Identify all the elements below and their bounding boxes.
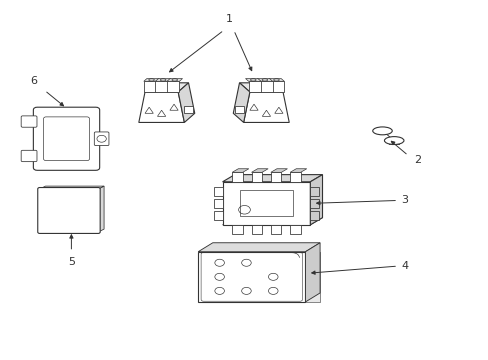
Polygon shape	[198, 243, 320, 252]
Polygon shape	[270, 172, 281, 182]
Polygon shape	[268, 78, 284, 81]
FancyBboxPatch shape	[21, 150, 37, 162]
Polygon shape	[310, 211, 319, 220]
Polygon shape	[232, 225, 242, 234]
Polygon shape	[155, 81, 167, 92]
Polygon shape	[98, 186, 104, 232]
Polygon shape	[178, 83, 194, 122]
Text: 3: 3	[401, 195, 407, 206]
Polygon shape	[143, 81, 156, 92]
Polygon shape	[212, 252, 320, 302]
Polygon shape	[248, 81, 261, 92]
Polygon shape	[143, 78, 159, 81]
Polygon shape	[251, 172, 262, 182]
Polygon shape	[289, 169, 306, 172]
Polygon shape	[270, 169, 287, 172]
FancyBboxPatch shape	[43, 117, 89, 161]
Bar	[240, 190, 292, 216]
Polygon shape	[257, 78, 272, 81]
Polygon shape	[145, 83, 188, 92]
Polygon shape	[167, 78, 182, 81]
Text: 5: 5	[68, 257, 75, 267]
FancyBboxPatch shape	[38, 188, 100, 233]
Polygon shape	[167, 81, 179, 92]
Polygon shape	[222, 175, 322, 182]
Polygon shape	[139, 92, 184, 122]
Text: 6: 6	[30, 76, 37, 86]
Polygon shape	[289, 225, 300, 234]
Polygon shape	[251, 169, 267, 172]
Polygon shape	[310, 175, 322, 225]
Polygon shape	[213, 199, 222, 208]
FancyBboxPatch shape	[21, 116, 37, 127]
Polygon shape	[232, 172, 242, 182]
Ellipse shape	[372, 127, 391, 135]
Polygon shape	[310, 187, 319, 195]
Polygon shape	[222, 218, 322, 225]
Polygon shape	[213, 211, 222, 220]
Text: 4: 4	[401, 261, 408, 271]
FancyBboxPatch shape	[33, 107, 100, 170]
Polygon shape	[40, 186, 104, 189]
Polygon shape	[233, 83, 249, 122]
Text: 1: 1	[225, 14, 232, 24]
Polygon shape	[305, 243, 320, 302]
Polygon shape	[245, 78, 261, 81]
Polygon shape	[184, 106, 192, 113]
Polygon shape	[310, 199, 319, 208]
Polygon shape	[243, 92, 288, 122]
Polygon shape	[289, 172, 300, 182]
Polygon shape	[198, 252, 305, 302]
Text: 2: 2	[413, 155, 421, 165]
Polygon shape	[213, 187, 222, 195]
Polygon shape	[235, 106, 243, 113]
Polygon shape	[270, 225, 281, 234]
Ellipse shape	[384, 136, 403, 144]
Polygon shape	[239, 83, 283, 92]
Polygon shape	[260, 81, 272, 92]
Polygon shape	[251, 225, 262, 234]
Polygon shape	[155, 78, 171, 81]
Polygon shape	[222, 182, 310, 225]
Polygon shape	[271, 81, 284, 92]
Polygon shape	[232, 169, 248, 172]
FancyBboxPatch shape	[94, 132, 109, 145]
